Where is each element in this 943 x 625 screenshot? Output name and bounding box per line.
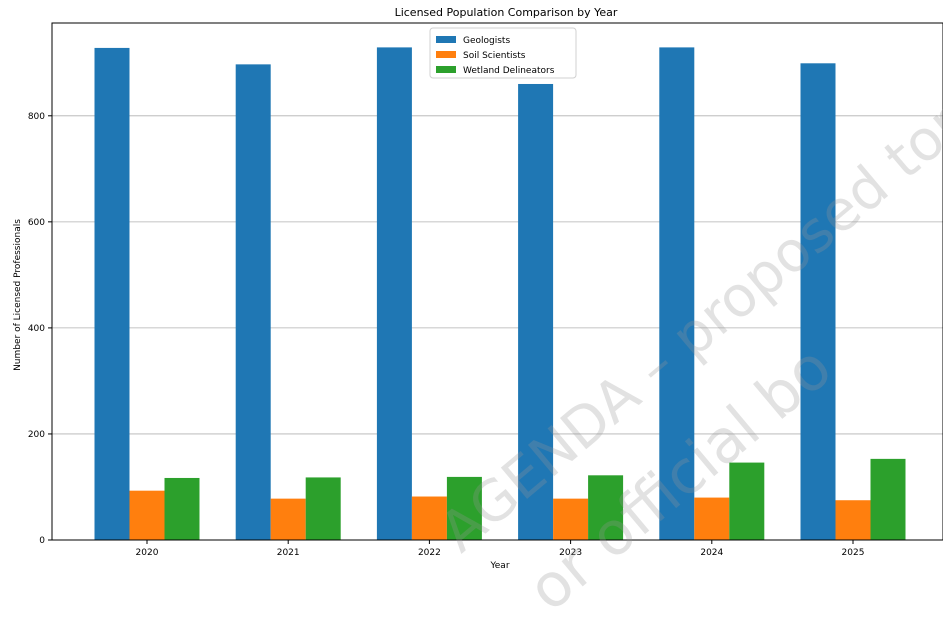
x-ticks: 2020 2021 2022 2023 2024 2025 (136, 540, 865, 558)
y-axis-label: Number of Licensed Professionals (13, 219, 23, 371)
x-tick-label: 2022 (418, 548, 441, 558)
y-tick-label: 800 (28, 112, 45, 122)
x-axis-label: Year (489, 561, 509, 571)
bar (94, 47, 130, 540)
x-tick-label: 2024 (700, 548, 723, 558)
bar (553, 498, 589, 540)
bar (729, 462, 765, 540)
y-tick-label: 200 (28, 430, 45, 440)
x-tick-label: 2023 (559, 548, 582, 558)
legend-swatch (436, 36, 456, 43)
bar (518, 83, 554, 540)
chart-title: Licensed Population Comparison by Year (395, 6, 618, 19)
legend-box (429, 27, 577, 79)
bar (305, 477, 341, 540)
x-tick-label: 2025 (842, 548, 865, 558)
bar (235, 64, 271, 541)
y-tick-label: 600 (28, 218, 45, 228)
legend-swatch (436, 51, 456, 58)
bar (588, 475, 624, 540)
y-tick-label: 400 (28, 324, 45, 334)
bar (411, 496, 447, 540)
x-tick-label: 2021 (277, 548, 300, 558)
legend-label: Soil Scientists (463, 51, 526, 61)
plot-frame (51, 22, 943, 541)
bar (870, 458, 906, 540)
bar (129, 490, 165, 540)
bar (446, 476, 482, 540)
legend-label: Geologists (463, 36, 510, 46)
bar (694, 497, 730, 540)
x-tick-label: 2020 (136, 548, 159, 558)
bar (376, 47, 412, 541)
y-tick-label: 0 (39, 536, 45, 546)
bar (164, 477, 200, 540)
bar (835, 500, 871, 540)
y-ticks: 0 200 400 600 800 (28, 112, 52, 546)
bars (94, 47, 906, 541)
legend: Geologists Soil Scientists Wetland Delinea… (429, 27, 577, 79)
legend-swatch (436, 66, 456, 73)
bar (659, 47, 695, 541)
bar-chart: Licensed Population Comparison by Year N… (13, 6, 943, 571)
bar (800, 63, 836, 540)
legend-label: Wetland Delineators (463, 66, 555, 76)
bar (270, 498, 306, 540)
